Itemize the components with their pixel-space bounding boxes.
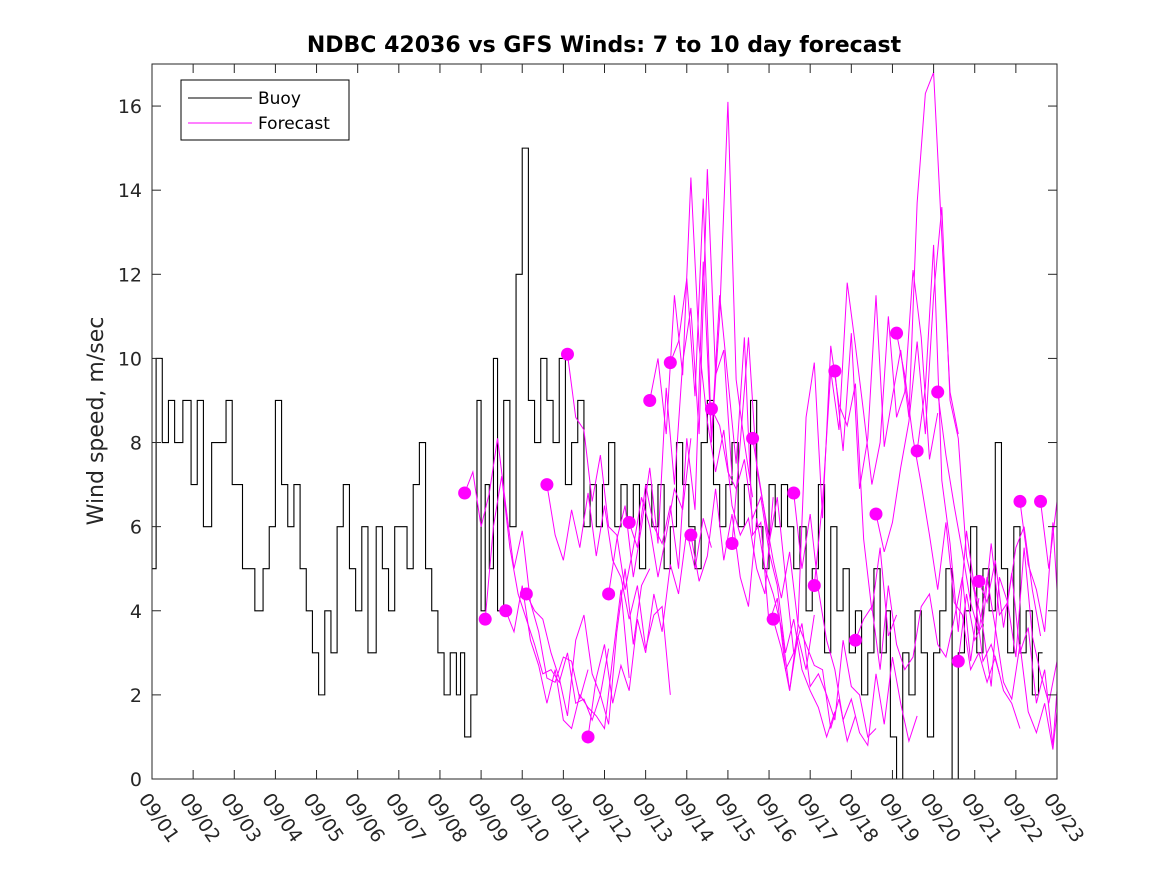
forecast-start-point-24 — [931, 385, 945, 399]
forecast-start-point-2 — [478, 612, 492, 626]
buoy-series-line — [152, 147, 1043, 779]
forecast-start-point-10 — [643, 393, 657, 407]
forecast-line-12 — [690, 488, 815, 691]
forecast-line-7 — [587, 518, 712, 738]
forecast-line-26 — [978, 560, 1057, 746]
y-tick-label: 12 — [118, 264, 142, 286]
legend-label-forecast: Forecast — [258, 114, 330, 134]
y-tick-label: 4 — [130, 601, 142, 623]
forecast-line-14 — [731, 337, 856, 744]
forecast-line-28 — [1040, 501, 1057, 569]
forecast-start-point-7 — [581, 730, 595, 744]
forecast-start-point-19 — [828, 364, 842, 378]
forecast-line-18 — [813, 270, 939, 586]
forecast-start-point-5 — [540, 478, 554, 492]
forecast-line-22 — [896, 333, 1021, 729]
forecast-start-point-8 — [602, 587, 616, 601]
forecast-line-20 — [854, 577, 980, 671]
forecast-start-point-26 — [972, 574, 986, 588]
forecast-line-6 — [566, 354, 692, 590]
y-tick-label: 2 — [130, 685, 142, 707]
forecast-line-9 — [628, 101, 754, 569]
forecast-start-point-20 — [848, 633, 862, 647]
series-group — [152, 72, 1057, 779]
forecast-start-point-23 — [910, 444, 924, 458]
forecast-start-point-27 — [1013, 494, 1027, 508]
forecast-line-4 — [525, 568, 651, 725]
forecast-line-19 — [834, 72, 959, 489]
forecast-line-27 — [1019, 501, 1057, 632]
y-tick-label: 6 — [130, 517, 142, 539]
forecast-start-point-25 — [951, 654, 965, 668]
forecast-line-2 — [484, 476, 610, 722]
forecast-start-point-15 — [746, 431, 760, 445]
forecast-line-21 — [875, 206, 1000, 674]
forecast-line-17 — [793, 492, 918, 747]
legend-box — [180, 79, 350, 141]
forecast-start-point-22 — [890, 326, 904, 340]
legend-label-buoy: Buoy — [258, 89, 301, 109]
forecast-line-23 — [916, 244, 1042, 687]
forecast-start-point-17 — [787, 486, 801, 500]
legend: Buoy Forecast — [180, 79, 350, 141]
forecast-start-point-1 — [458, 486, 472, 500]
y-tick-label: 16 — [118, 96, 142, 118]
forecast-start-point-6 — [560, 347, 574, 361]
forecast-line-13 — [711, 408, 836, 739]
chart-title: NDBC 42036 vs GFS Winds: 7 to 10 day for… — [307, 33, 902, 58]
y-tick-label: 14 — [118, 180, 142, 202]
forecast-start-point-3 — [499, 604, 513, 618]
forecast-start-point-21 — [869, 507, 883, 521]
forecast-start-point-28 — [1034, 494, 1048, 508]
y-tick-label: 10 — [118, 348, 142, 370]
forecast-start-point-4 — [519, 587, 533, 601]
forecast-start-point-12 — [684, 528, 698, 542]
y-axis-label: Wind speed, m/sec — [84, 317, 109, 526]
forecast-start-point-14 — [725, 536, 739, 550]
forecast-line-8 — [608, 169, 733, 595]
forecast-start-point-16 — [766, 612, 780, 626]
forecast-line-3 — [505, 585, 630, 730]
forecast-line-5 — [546, 484, 671, 695]
forecast-line-11 — [669, 198, 795, 672]
forecast-line-24 — [937, 391, 1057, 750]
y-tick-label: 0 — [130, 769, 142, 791]
forecast-line-1 — [464, 438, 589, 700]
forecast-line-15 — [752, 438, 877, 738]
forecast-start-point-9 — [622, 515, 636, 529]
y-tick-label: 8 — [130, 433, 142, 455]
forecast-start-point-11 — [663, 356, 677, 370]
forecast-start-point-18 — [807, 579, 821, 593]
forecast-start-point-13 — [704, 402, 718, 416]
